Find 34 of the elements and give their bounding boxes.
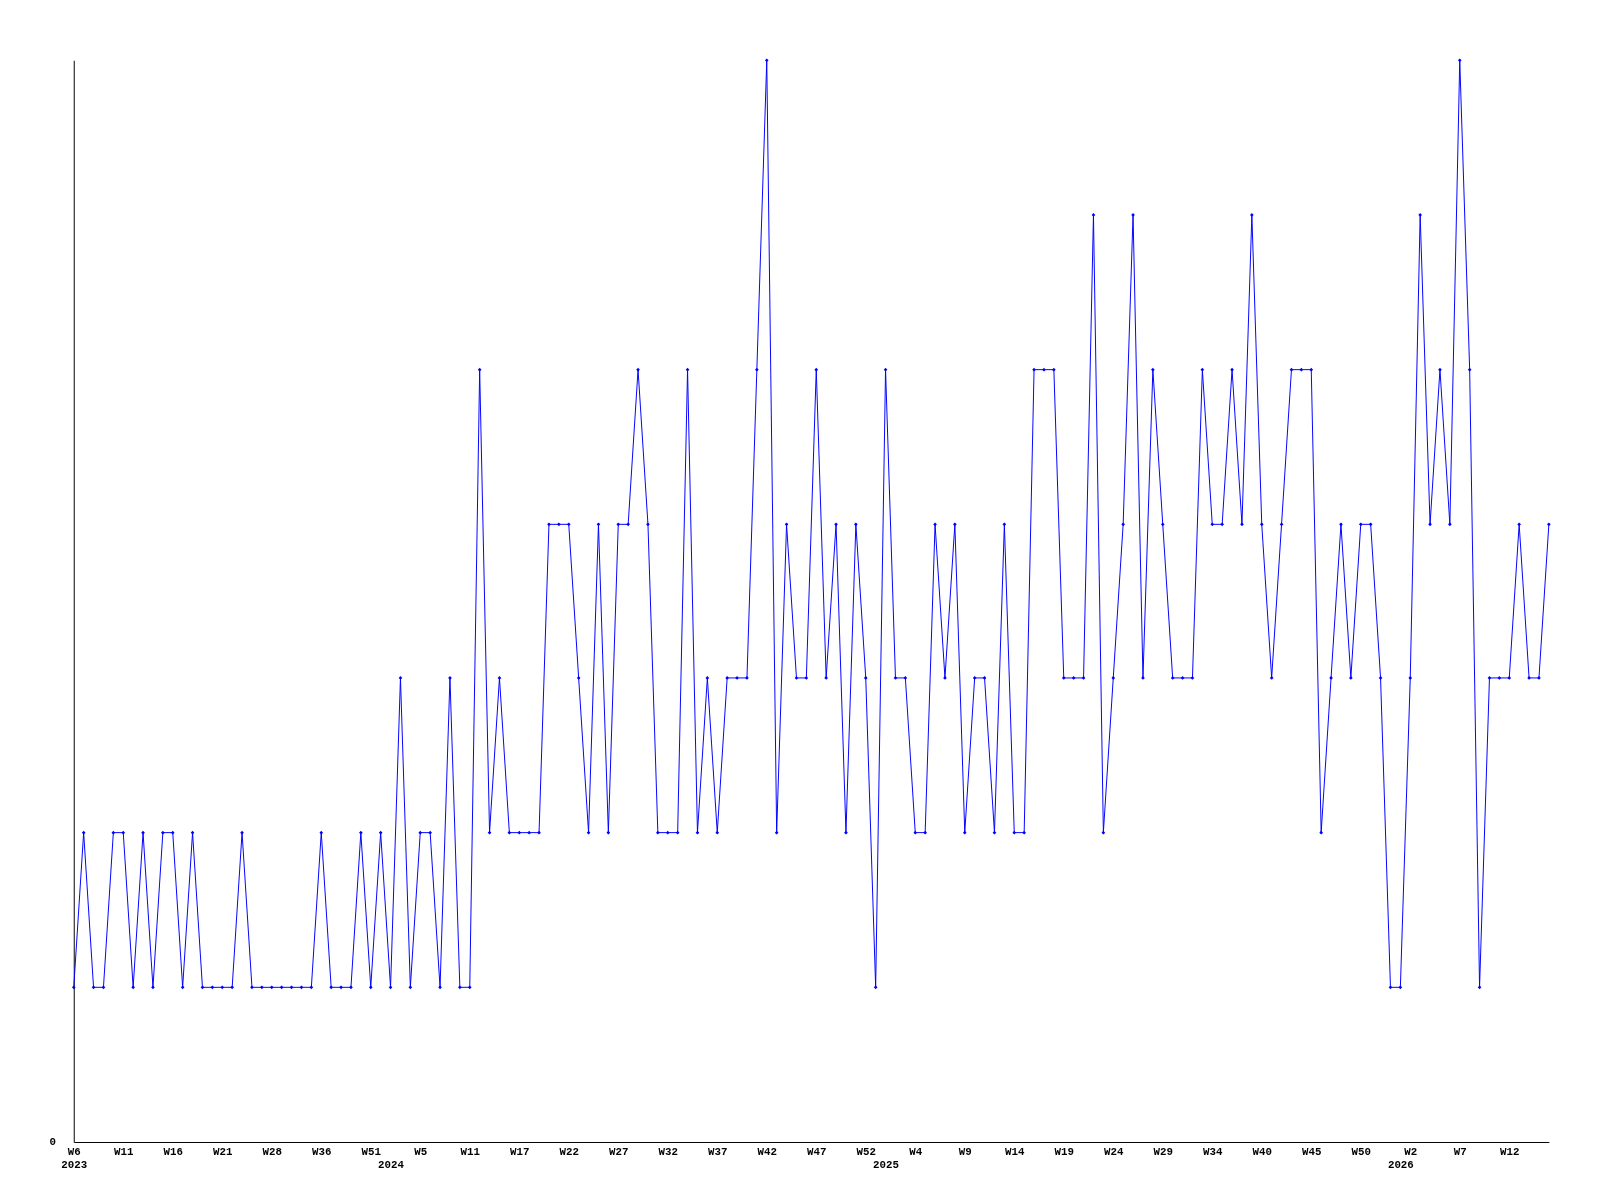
x-tick-label: W40: [1252, 1146, 1272, 1159]
x-tick-label: W16: [163, 1146, 183, 1159]
x-tick-label: W22: [559, 1146, 579, 1159]
x-tick-label: W7: [1453, 1146, 1467, 1159]
x-tick-label: W11: [114, 1146, 134, 1159]
x-tick-label: W9: [958, 1146, 972, 1159]
x-tick-label: W2: [1404, 1146, 1418, 1159]
x-tick-label: W29: [1153, 1146, 1173, 1159]
x-tick-label: W6 2023: [61, 1146, 88, 1172]
x-tick-label: W34: [1203, 1146, 1223, 1159]
x-tick-label: W47: [807, 1146, 827, 1159]
text: 0: [49, 1135, 57, 1148]
x-tick-label: W27: [609, 1146, 629, 1159]
x-tick-label: W24: [1104, 1146, 1124, 1159]
x-tick-label: 2026: [1387, 1159, 1414, 1172]
x-tick-label: W51: [361, 1146, 382, 1159]
x-tick-label: W45: [1302, 1146, 1322, 1159]
x-tick-label: W50: [1351, 1146, 1371, 1159]
x-tick-label: W4: [909, 1146, 923, 1159]
x-tick-label: W32: [658, 1146, 678, 1159]
x-tick-label: W52: [856, 1146, 876, 1159]
x-tick-label: W42: [757, 1146, 777, 1159]
x-tick-label: W21: [213, 1146, 233, 1159]
x-tick-label: W36: [312, 1146, 332, 1159]
x-tick-label: 2025: [873, 1159, 900, 1172]
x-tick-label: W28: [262, 1146, 282, 1159]
x-tick-label: W12: [1500, 1146, 1520, 1159]
x-tick-label: W11: [460, 1146, 481, 1159]
x-tick-label: 2024: [378, 1159, 405, 1172]
x-tick-label: W5: [414, 1146, 428, 1159]
x-tick-label: W17: [510, 1146, 530, 1159]
x-tick-label: W37: [708, 1146, 728, 1159]
x-tick-label: W14: [1005, 1146, 1025, 1159]
x-tick-label: W19: [1054, 1146, 1074, 1159]
